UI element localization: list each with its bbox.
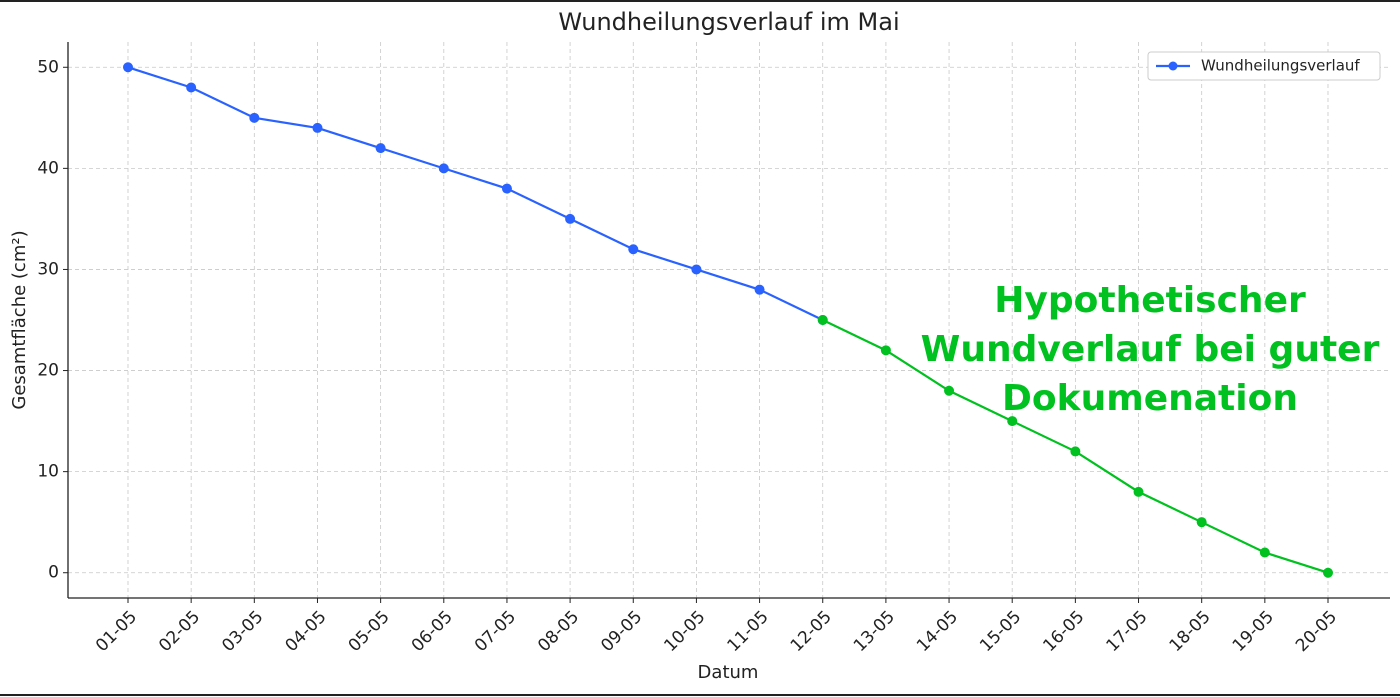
y-tick-label: 30 [37, 259, 59, 279]
x-tick-label: 18-05 [1166, 607, 1215, 656]
legend-marker [1168, 61, 1178, 71]
data-point [565, 213, 576, 224]
x-tick-label: 01-05 [92, 607, 141, 656]
annotation: Wundverlauf bei guter [921, 329, 1380, 370]
data-point [1323, 567, 1333, 578]
x-tick-label: 14-05 [913, 607, 962, 656]
x-tick-label: 06-05 [408, 607, 457, 656]
y-tick-label: 10 [37, 462, 59, 482]
x-tick-label: 19-05 [1229, 607, 1278, 656]
data-point [1259, 547, 1270, 558]
data-point [754, 284, 765, 295]
x-tick-label: 07-05 [471, 607, 520, 656]
x-tick-label: 08-05 [534, 607, 583, 656]
data-point [1133, 486, 1144, 497]
x-tick-label: 03-05 [218, 607, 267, 656]
y-tick-label: 40 [37, 158, 59, 178]
x-tick-label: 04-05 [281, 607, 330, 656]
annotation: Dokumenation [1002, 378, 1298, 419]
data-point [691, 264, 702, 275]
data-point [880, 345, 891, 356]
series-line [127, 66, 824, 321]
y-tick-label: 20 [37, 361, 59, 381]
x-tick-label: 13-05 [850, 607, 899, 656]
chart-title: Wundheilungsverlauf im Mai [558, 8, 899, 36]
data-point [249, 112, 260, 123]
data-point [312, 122, 323, 133]
x-tick-label: 20-05 [1292, 607, 1341, 656]
data-point [817, 315, 828, 325]
x-tick-label: 09-05 [597, 607, 646, 656]
y-tick-label: 0 [48, 563, 59, 583]
annotation: Hypothetischer [994, 280, 1306, 321]
data-point [1070, 446, 1081, 457]
x-tick-label: 15-05 [976, 607, 1025, 656]
x-tick-label: 02-05 [155, 607, 204, 656]
legend-box [1147, 51, 1381, 81]
x-tick-label: 05-05 [345, 607, 394, 656]
data-point [123, 62, 133, 73]
x-tick-label: 16-05 [1039, 607, 1088, 656]
data-point [375, 143, 386, 154]
x-tick-label: 12-05 [787, 607, 836, 656]
x-axis-label: Datum [698, 662, 759, 683]
data-point [1196, 517, 1207, 528]
x-tick-label: 11-05 [724, 607, 773, 656]
data-point [501, 183, 512, 194]
data-point [1007, 416, 1018, 427]
y-axis-label: Gesamtfläche (cm²) [9, 230, 30, 409]
x-tick-label: 10-05 [660, 607, 709, 656]
y-tick-label: 50 [37, 57, 59, 77]
legend-label: Wundheilungsverlauf [1201, 57, 1360, 75]
data-point [628, 244, 639, 255]
data-point [186, 82, 197, 93]
data-point [944, 385, 955, 396]
data-point [438, 163, 449, 174]
x-tick-label: 17-05 [1103, 607, 1152, 656]
